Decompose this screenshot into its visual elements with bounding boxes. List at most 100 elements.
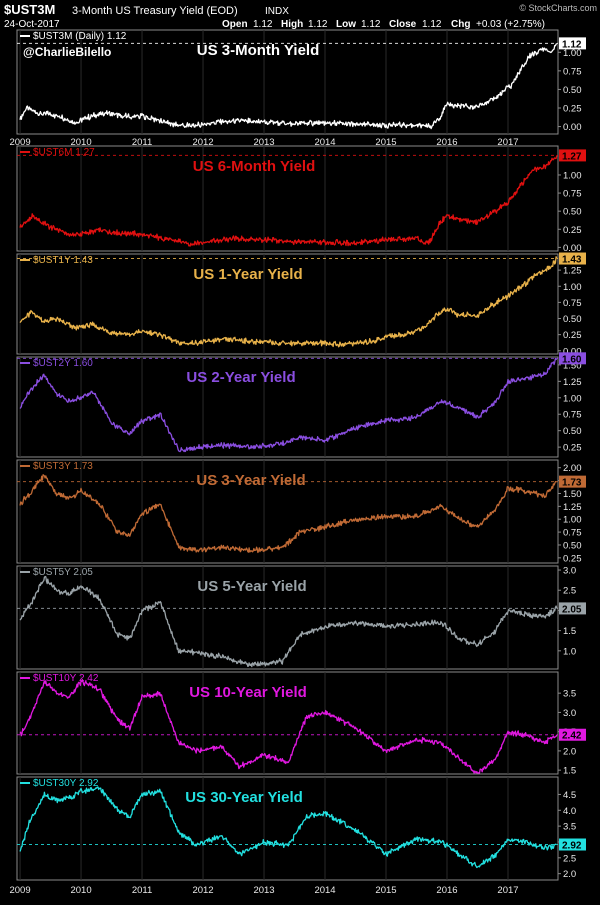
y-tick-label: 1.00 bbox=[563, 48, 582, 59]
open-label: Open bbox=[222, 19, 248, 30]
x-tick-label-top: 2017 bbox=[497, 137, 518, 148]
x-tick-label: 2011 bbox=[132, 885, 152, 896]
y-tick-label: 3.0 bbox=[563, 708, 576, 719]
series-legend: $UST6M 1.27 bbox=[20, 147, 95, 158]
series-legend: $UST1Y 1.43 bbox=[20, 255, 93, 266]
panel-frame bbox=[16, 459, 559, 564]
last-value-box bbox=[559, 252, 586, 265]
panel-title: US 6-Month Yield bbox=[193, 158, 316, 175]
x-tick-label-top: 2013 bbox=[253, 137, 274, 148]
open-value: 1.12 bbox=[253, 19, 273, 30]
last-value-label: 1.12 bbox=[562, 39, 582, 50]
last-value-label: 1.27 bbox=[562, 151, 582, 162]
x-tick-label: 2014 bbox=[314, 885, 335, 896]
legend-label: $UST5Y 2.05 bbox=[33, 567, 93, 578]
series-legend: $UST10Y 2.42 bbox=[20, 673, 99, 684]
y-tick-label: 1.00 bbox=[563, 282, 582, 293]
y-tick-label: 0.25 bbox=[563, 443, 582, 454]
series-line bbox=[19, 575, 558, 668]
legend-label: $UST3Y 1.73 bbox=[33, 461, 93, 472]
y-tick-label: 0.75 bbox=[563, 528, 582, 539]
y-tick-label: 1.0 bbox=[563, 646, 576, 657]
y-tick-label: 1.5 bbox=[563, 766, 576, 777]
y-tick-label: 1.50 bbox=[563, 360, 582, 371]
legend-label: $UST3M (Daily) 1.12 bbox=[33, 31, 127, 42]
chg-value: +0.03 (+2.75%) bbox=[476, 19, 545, 30]
y-tick-label: 3.0 bbox=[563, 566, 576, 577]
last-value-label: 1.60 bbox=[562, 354, 582, 365]
chart-header: $UST3M 3-Month US Treasury Yield (EOD) I… bbox=[4, 2, 597, 30]
x-tick-label-top: 2010 bbox=[70, 137, 91, 148]
y-tick-label: 0.00 bbox=[563, 243, 582, 254]
legend-label: $UST10Y 2.42 bbox=[33, 673, 99, 684]
panels: 1.00 0.75 0.50 0.25 0.00 1.12 $UST3M (Daily) 1… bbox=[16, 29, 586, 881]
x-tick-label-top: 2009 bbox=[9, 137, 30, 148]
last-value-box bbox=[559, 838, 586, 851]
x-tick-label-top: 2012 bbox=[192, 137, 213, 148]
y-tick-label: 3.5 bbox=[563, 822, 576, 833]
low-label: Low bbox=[336, 19, 356, 30]
last-value-box bbox=[559, 475, 586, 488]
legend-label: $UST30Y 2.92 bbox=[33, 778, 99, 789]
series-line bbox=[19, 357, 558, 453]
x-tick-label: 2010 bbox=[70, 885, 91, 896]
last-value-label: 1.43 bbox=[562, 255, 582, 266]
panel-title: US 10-Year Yield bbox=[189, 684, 307, 701]
date-label: 24-Oct-2017 bbox=[4, 19, 60, 30]
x-tick-label: 2016 bbox=[436, 885, 457, 896]
y-tick-label: 2.0 bbox=[563, 746, 576, 757]
y-tick-label: 2.00 bbox=[563, 463, 582, 474]
y-tick-label: 4.0 bbox=[563, 806, 576, 817]
y-tick-label: 0.50 bbox=[563, 207, 582, 218]
panel-frame bbox=[16, 776, 559, 881]
y-tick-label: 1.25 bbox=[563, 266, 582, 277]
y-tick-label: 0.25 bbox=[563, 330, 582, 341]
x-tick-label: 2009 bbox=[9, 885, 30, 896]
panel-5: 2.001.751.501.251.000.750.500.251.73$UST… bbox=[16, 459, 586, 564]
panel-title: US 5-Year Yield bbox=[197, 578, 306, 595]
x-axis: 2009 2009 2010 2010 2011 2011 2012 2012 2013 2013… bbox=[9, 137, 518, 896]
panel-frame bbox=[16, 565, 559, 670]
panel-frame bbox=[16, 29, 559, 135]
y-tick-label: 2.5 bbox=[563, 853, 576, 864]
panel-frame bbox=[16, 671, 559, 775]
x-tick-label: 2017 bbox=[497, 885, 518, 896]
y-tick-label: 0.50 bbox=[563, 426, 582, 437]
credit-label: @CharlieBilello bbox=[23, 45, 111, 59]
series-line bbox=[19, 42, 558, 130]
x-tick-label-top: 2015 bbox=[375, 137, 396, 148]
legend-label: $UST1Y 1.43 bbox=[33, 255, 93, 266]
description-label: 3-Month US Treasury Yield (EOD) bbox=[72, 5, 238, 17]
last-value-label: 1.73 bbox=[562, 478, 582, 489]
close-value: 1.12 bbox=[422, 19, 442, 30]
last-value-box bbox=[559, 149, 586, 162]
ohlc-readout: Open 1.12 High 1.12 Low 1.12 Close 1.12 … bbox=[222, 19, 545, 30]
y-tick-label: 0.75 bbox=[563, 298, 582, 309]
y-tick-label: 1.25 bbox=[563, 377, 582, 388]
close-label: Close bbox=[389, 19, 417, 30]
panel-frame bbox=[16, 356, 559, 458]
y-tick-label: 1.00 bbox=[563, 393, 582, 404]
series-line bbox=[19, 786, 557, 869]
symbol-label: $UST3M bbox=[4, 2, 55, 17]
low-value: 1.12 bbox=[361, 19, 381, 30]
panel-2: 1.00 0.75 0.50 0.25 0.00 1.27 $UST6M 1.27 US 6-… bbox=[16, 145, 586, 254]
x-tick-label-top: 2014 bbox=[314, 137, 335, 148]
panel-frame bbox=[16, 253, 559, 355]
series-legend: $UST30Y 2.92 bbox=[20, 778, 99, 789]
last-value-label: 2.92 bbox=[562, 841, 582, 852]
high-label: High bbox=[281, 19, 303, 30]
y-tick-label: 3.5 bbox=[563, 689, 576, 700]
y-tick-label: 2.0 bbox=[563, 869, 576, 880]
exchange-label: INDX bbox=[265, 6, 289, 17]
last-value-box bbox=[559, 352, 586, 365]
y-tick-label: 0.25 bbox=[563, 553, 582, 564]
panel-title: US 3-Month Yield bbox=[197, 42, 320, 59]
x-tick-label: 2015 bbox=[375, 885, 396, 896]
y-tick-label: 2.5 bbox=[563, 586, 576, 597]
